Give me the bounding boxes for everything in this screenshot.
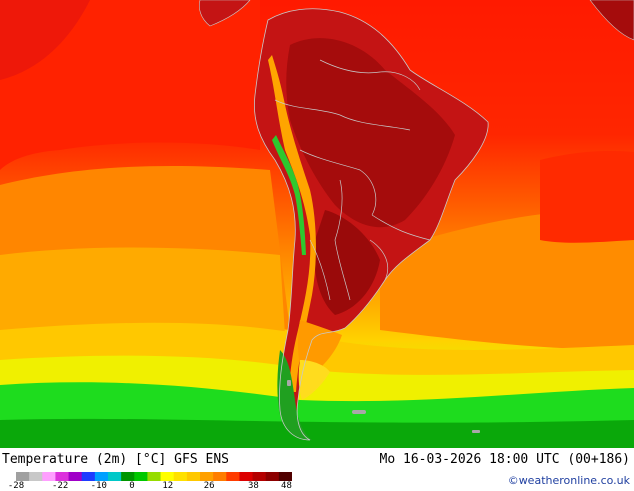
temperature-map: [0, 0, 634, 448]
colorbar-swatch: [68, 472, 83, 481]
map-title: Temperature (2m) [°C] GFS ENS: [2, 452, 229, 467]
colorbar-swatch: [265, 472, 280, 481]
colorbar-tick-label: -10: [90, 481, 107, 491]
colorbar-tick-label: 12: [162, 481, 174, 491]
colorbar-swatch: [121, 472, 135, 481]
africa-corner: [589, 0, 634, 41]
colorbar-tick-label: 38: [247, 481, 259, 491]
gran-chaco-dark: [314, 210, 380, 315]
map-footer: Temperature (2m) [°C] GFS ENS Mo 16-03-2…: [0, 448, 634, 491]
colorbar-swatch: [94, 472, 109, 481]
colorbar-swatch: [108, 472, 122, 481]
colorbar-swatch: [81, 472, 96, 481]
colorbar-swatch: [173, 472, 188, 481]
colorbar-tick-label: -22: [52, 481, 69, 491]
atlantic-orange: [380, 209, 634, 350]
credit-link[interactable]: ©weatheronline.co.uk: [507, 474, 630, 487]
coastline: [254, 8, 489, 441]
temperature-colorbar: [16, 472, 292, 481]
colorbar-swatch: [213, 472, 227, 481]
central-america-land: [199, 0, 251, 27]
colorbar-swatch: [147, 472, 162, 481]
colorbar-swatch: [160, 472, 175, 481]
colorbar-tick-label: 26: [203, 481, 215, 491]
colorbar-swatch: [29, 472, 43, 481]
patagonia-yellow: [298, 360, 330, 400]
green-deep-south: [0, 418, 634, 448]
islands: [287, 380, 480, 433]
pacific-warm-band: [0, 0, 260, 170]
colorbar-swatch: [252, 472, 267, 481]
colorbar-swatch: [200, 472, 214, 481]
colorbar-tick-label: 0: [129, 481, 135, 491]
colorbar-swatch: [42, 472, 56, 481]
tierra-del-fuego-green: [277, 350, 312, 441]
colorbar-swatch: [134, 472, 148, 481]
country-borders: [274, 59, 431, 301]
pacific-dark-patch: [0, 0, 90, 80]
colorbar-swatch: [226, 472, 240, 481]
andes-strip: [268, 55, 316, 392]
colorbar-swatch: [186, 472, 201, 481]
forecast-timestamp: Mo 16-03-2026 18:00 UTC (00+186): [379, 452, 630, 467]
colorbar-swatch: [55, 472, 70, 481]
colorbar-swatch: [16, 472, 30, 481]
colorbar-swatch: [239, 472, 254, 481]
colorbar-swatch: [278, 472, 292, 481]
colorbar-tick-label: 48: [281, 481, 292, 491]
amazon-dark-interior: [286, 38, 455, 228]
atlantic-red-east: [540, 150, 634, 243]
colorbar-tick-label: -28: [7, 481, 25, 491]
andes-green-strip: [272, 135, 306, 255]
pacific-orange-light: [0, 247, 285, 340]
